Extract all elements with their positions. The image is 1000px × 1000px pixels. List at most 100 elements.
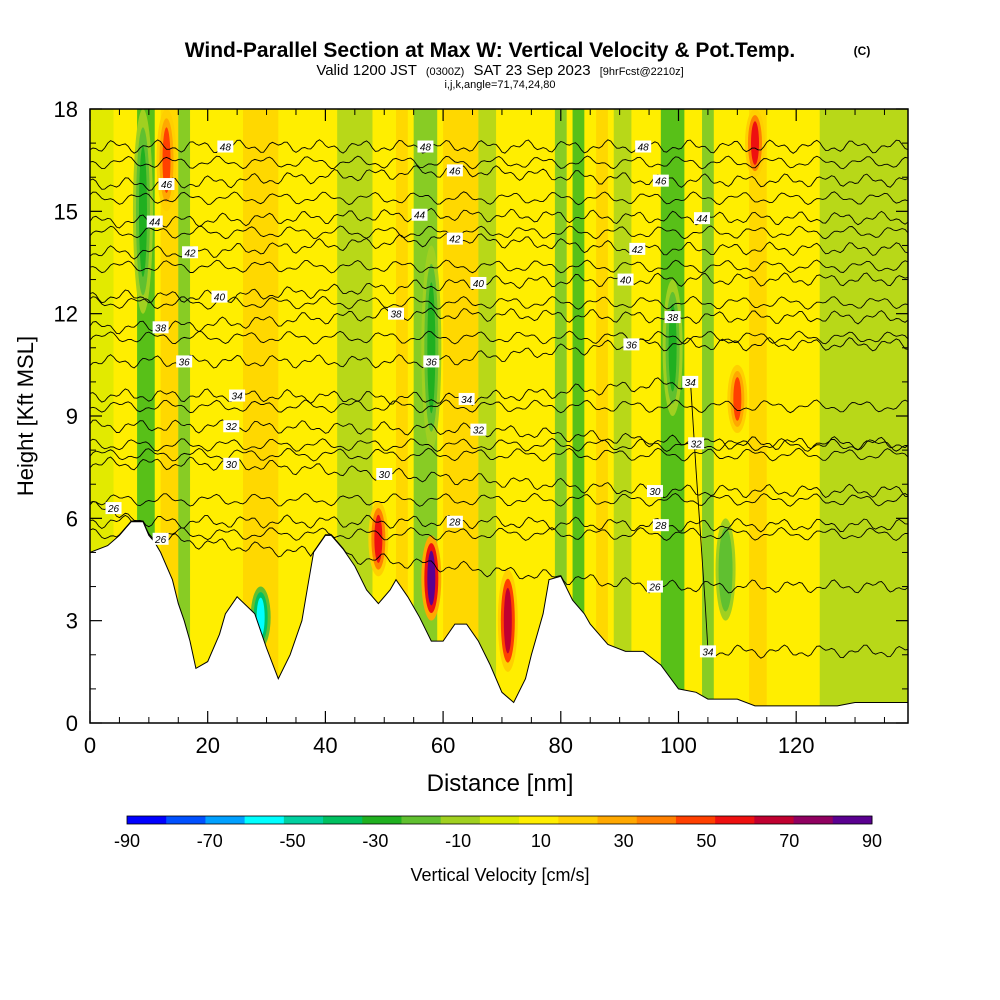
- colorbar-tick-label: -30: [362, 831, 388, 851]
- isentrope-label-box: [682, 375, 699, 388]
- colorbar-tick-label: 90: [862, 831, 882, 851]
- colorbar-tick-label: 30: [614, 831, 634, 851]
- isentrope-label-box: [470, 423, 487, 436]
- isentrope-label: 32: [226, 422, 238, 433]
- downdraft-core: [427, 282, 436, 414]
- isentrope-label-box: [623, 338, 640, 351]
- isentrope-label: 30: [226, 460, 238, 471]
- y-tick-label: 18: [54, 97, 78, 122]
- isentrope-label-box: [646, 580, 663, 593]
- x-tick-label: 100: [660, 733, 697, 758]
- velocity-band: [702, 109, 714, 723]
- colorbar-tick-label: 10: [531, 831, 551, 851]
- colorbar-swatch: [832, 816, 873, 824]
- isentrope-label-box: [635, 140, 652, 153]
- colorbar-tick-label: -50: [280, 831, 306, 851]
- isentrope-label-box: [688, 437, 705, 450]
- velocity-band: [554, 109, 567, 723]
- x-axis-label: Distance [nm]: [427, 770, 574, 797]
- updraft-core: [374, 514, 383, 563]
- isentrope-label: 34: [461, 395, 473, 406]
- downdraft-core: [668, 304, 677, 392]
- isentrope-label-box: [105, 502, 122, 515]
- velocity-band: [478, 109, 497, 723]
- isentrope-line-36: [90, 337, 908, 369]
- y-tick-label: 0: [66, 711, 78, 736]
- isentrope-label: 48: [638, 143, 650, 154]
- isentrope-line-37: [90, 330, 908, 345]
- isentrope-label-box: [176, 355, 193, 368]
- plot-area: 26 26 26 28 28 30 30 30 32 32 32 34 34 34 34 36 36 36 38 38…: [90, 109, 908, 723]
- updraft-core: [750, 121, 759, 165]
- colorbar-swatch: [440, 816, 481, 824]
- isentrope-label: 48: [220, 143, 232, 154]
- isentrope-line-35: [90, 399, 908, 414]
- velocity-band: [596, 109, 608, 723]
- y-tick-label: 6: [66, 506, 78, 531]
- isentrope-label-box: [652, 519, 669, 532]
- velocity-band: [178, 109, 191, 723]
- terrain-mask: [90, 521, 908, 723]
- isentrope-label-box: [376, 467, 393, 480]
- isentrope-label: 38: [390, 310, 402, 321]
- isentrope-label: 38: [667, 313, 679, 324]
- isentrope-label-box: [470, 276, 487, 289]
- colorbar-swatch: [323, 816, 363, 824]
- isentrope-label: 30: [379, 470, 391, 481]
- isentrope-labels: 26 26 26 28 28 30 30 30 32 32 32 34 34 34 34 36 36 36 38 38…: [105, 140, 716, 658]
- isentrope-label-box: [229, 389, 246, 402]
- y-axis-label: Height [Kft MSL]: [13, 336, 38, 496]
- velocity-band: [443, 109, 479, 723]
- colorbar-swatch: [519, 816, 559, 824]
- y-tick-label: 12: [54, 302, 78, 327]
- isentrope-label-box: [223, 457, 240, 470]
- colorbar-tick-label: -90: [114, 831, 140, 851]
- vertical-velocity-shading: [90, 109, 908, 723]
- velocity-band: [613, 109, 632, 723]
- isentrope-label-box: [211, 290, 228, 303]
- isentrope-line-45: [90, 191, 908, 206]
- x-tick-label: 0: [84, 733, 96, 758]
- isentrope-label-box: [629, 242, 646, 255]
- velocity-band: [572, 109, 585, 723]
- isentrope-label: 44: [414, 211, 426, 222]
- isentrope-line-42: [90, 233, 908, 260]
- x-tick-label: 40: [313, 733, 337, 758]
- colorbar-swatch: [127, 816, 167, 824]
- colorbar-swatch: [715, 816, 755, 824]
- isentrope-line-43: [90, 225, 908, 240]
- isentrope-label-box: [411, 208, 428, 221]
- chart-subtitle-indices: i,j,k,angle=71,74,24,80: [444, 79, 555, 91]
- chart-subtitle: Valid 1200 JST (0300Z) SAT 23 Sep 2023 […: [316, 62, 683, 79]
- isentrope-label: 34: [702, 647, 714, 658]
- isentrope-label: 44: [696, 214, 708, 225]
- colorbar-tick-label: -10: [445, 831, 471, 851]
- isentrope-label-box: [217, 140, 234, 153]
- isentrope-label-box: [223, 420, 240, 433]
- isentrope-label-box: [417, 140, 434, 153]
- subtitle-utc: (0300Z): [426, 66, 465, 78]
- isentrope-line-29: [90, 492, 908, 507]
- colorbar-swatch: [166, 816, 206, 824]
- isentrope-label: 40: [473, 279, 485, 290]
- velocity-band: [749, 109, 767, 723]
- isentrope-label-box: [446, 164, 463, 177]
- isentrope-label-box: [617, 273, 634, 286]
- isentrope-label: 26: [107, 504, 120, 515]
- isentrope-line-44: [90, 207, 908, 229]
- isentrope-label: 30: [649, 487, 661, 498]
- velocity-band: [660, 109, 685, 723]
- isentrope-label: 42: [184, 248, 196, 259]
- updraft-core: [503, 587, 512, 654]
- isentrope-label: 42: [632, 245, 644, 256]
- isentrope-label-box: [652, 174, 669, 187]
- isentrope-label-box: [182, 246, 199, 259]
- isentrope-label-box: [458, 392, 475, 405]
- isentrope-label: 34: [685, 378, 697, 389]
- isentrope-label-box: [694, 212, 711, 225]
- colorbar-swatch: [362, 816, 402, 824]
- colorbar-swatch: [283, 816, 324, 824]
- isentrope-label-box: [146, 215, 163, 228]
